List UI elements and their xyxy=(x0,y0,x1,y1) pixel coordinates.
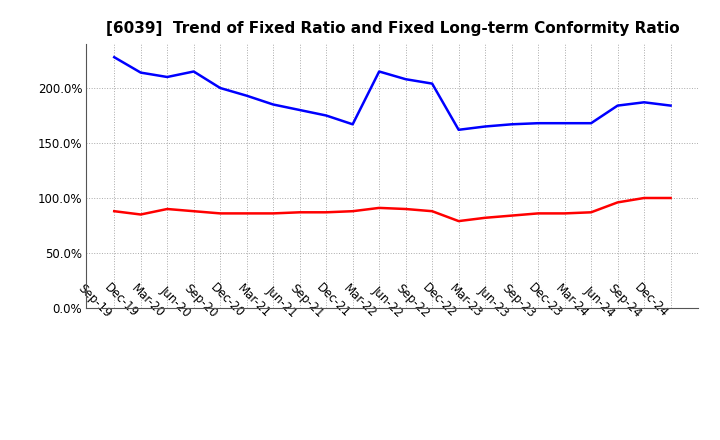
Fixed Long-term Conformity Ratio xyxy=(560,211,569,216)
Fixed Long-term Conformity Ratio xyxy=(401,206,410,212)
Fixed Long-term Conformity Ratio xyxy=(110,209,119,214)
Fixed Ratio xyxy=(322,113,330,118)
Fixed Ratio xyxy=(428,81,436,86)
Fixed Ratio xyxy=(163,74,171,80)
Fixed Long-term Conformity Ratio xyxy=(216,211,225,216)
Fixed Ratio xyxy=(295,107,304,113)
Fixed Long-term Conformity Ratio xyxy=(508,213,516,218)
Fixed Ratio xyxy=(401,77,410,82)
Fixed Long-term Conformity Ratio xyxy=(534,211,542,216)
Fixed Long-term Conformity Ratio xyxy=(481,215,490,220)
Fixed Long-term Conformity Ratio xyxy=(640,195,649,201)
Fixed Ratio xyxy=(269,102,277,107)
Fixed Long-term Conformity Ratio xyxy=(322,209,330,215)
Line: Fixed Ratio: Fixed Ratio xyxy=(114,57,670,130)
Fixed Ratio xyxy=(534,121,542,126)
Fixed Ratio xyxy=(189,69,198,74)
Fixed Long-term Conformity Ratio xyxy=(243,211,251,216)
Fixed Long-term Conformity Ratio xyxy=(454,218,463,224)
Fixed Ratio xyxy=(243,93,251,98)
Fixed Ratio xyxy=(136,70,145,75)
Fixed Long-term Conformity Ratio xyxy=(348,209,357,214)
Fixed Long-term Conformity Ratio xyxy=(428,209,436,214)
Fixed Long-term Conformity Ratio xyxy=(189,209,198,214)
Fixed Ratio xyxy=(481,124,490,129)
Line: Fixed Long-term Conformity Ratio: Fixed Long-term Conformity Ratio xyxy=(114,198,670,221)
Fixed Long-term Conformity Ratio xyxy=(163,206,171,212)
Fixed Ratio xyxy=(640,99,649,105)
Fixed Ratio xyxy=(613,103,622,108)
Fixed Long-term Conformity Ratio xyxy=(666,195,675,201)
Fixed Ratio xyxy=(216,85,225,91)
Fixed Ratio xyxy=(110,55,119,60)
Title: [6039]  Trend of Fixed Ratio and Fixed Long-term Conformity Ratio: [6039] Trend of Fixed Ratio and Fixed Lo… xyxy=(106,21,679,36)
Fixed Long-term Conformity Ratio xyxy=(269,211,277,216)
Fixed Long-term Conformity Ratio xyxy=(613,200,622,205)
Fixed Long-term Conformity Ratio xyxy=(375,205,384,210)
Fixed Ratio xyxy=(375,69,384,74)
Fixed Long-term Conformity Ratio xyxy=(295,209,304,215)
Fixed Long-term Conformity Ratio xyxy=(136,212,145,217)
Fixed Ratio xyxy=(508,121,516,127)
Fixed Ratio xyxy=(560,121,569,126)
Fixed Ratio xyxy=(454,127,463,132)
Fixed Ratio xyxy=(348,121,357,127)
Fixed Ratio xyxy=(666,103,675,108)
Fixed Long-term Conformity Ratio xyxy=(587,209,595,215)
Fixed Ratio xyxy=(587,121,595,126)
